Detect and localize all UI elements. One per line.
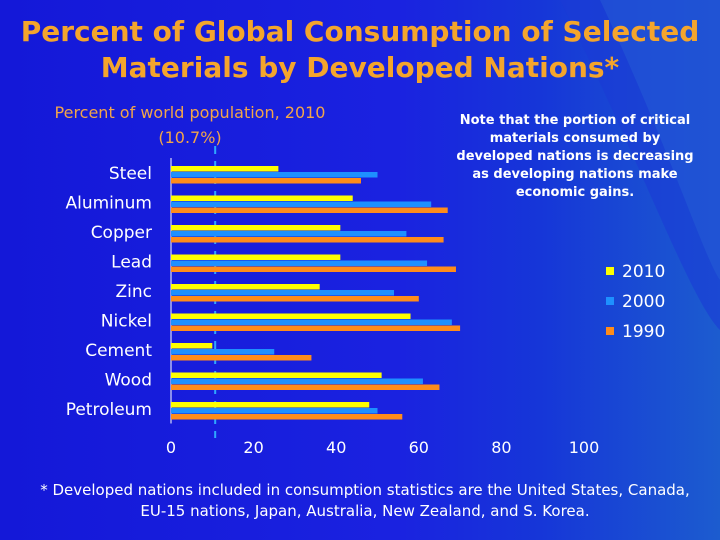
- bar-petroleum-2010: [171, 402, 370, 408]
- legend-label-2000: 2000: [622, 292, 665, 312]
- bar-wood-1990: [171, 384, 440, 390]
- bar-nickel-2010: [171, 313, 411, 319]
- legend-swatch-2000: [606, 297, 614, 305]
- x-tick-label-60: 60: [409, 438, 429, 457]
- bar-copper-2000: [171, 231, 407, 237]
- bar-zinc-1990: [171, 296, 419, 302]
- title-line-1: Percent of Global Consumption of Selecte…: [20, 15, 700, 48]
- bar-copper-1990: [171, 237, 444, 243]
- legend-swatch-1990: [606, 327, 614, 335]
- x-tick-label-40: 40: [326, 438, 346, 457]
- category-label-nickel: Nickel: [101, 312, 152, 332]
- bar-lead-2000: [171, 260, 428, 266]
- category-label-steel: Steel: [109, 164, 152, 184]
- category-label-lead: Lead: [111, 253, 152, 273]
- bar-steel-2000: [171, 172, 378, 178]
- bar-aluminum-2010: [171, 195, 353, 201]
- population-subtitle: Percent of world population, 2010 (10.7%…: [40, 100, 340, 150]
- legend-label-2010: 2010: [622, 262, 665, 282]
- slide-title: Percent of Global Consumption of Selecte…: [0, 14, 720, 86]
- bar-petroleum-1990: [171, 414, 403, 420]
- bar-steel-1990: [171, 178, 361, 184]
- subtitle-line-2: (10.7%): [158, 128, 222, 147]
- bar-aluminum-2000: [171, 201, 432, 207]
- bar-petroleum-2000: [171, 408, 378, 414]
- footnote: * Developed nations included in consumpt…: [40, 481, 690, 520]
- x-tick-label-0: 0: [166, 438, 176, 457]
- bar-cement-2000: [171, 349, 275, 355]
- category-label-zinc: Zinc: [116, 282, 153, 302]
- category-label-aluminum: Aluminum: [65, 194, 152, 214]
- bar-nickel-2000: [171, 319, 452, 325]
- note-text: Note that the portion of critical materi…: [456, 113, 694, 200]
- bar-zinc-2000: [171, 290, 395, 296]
- bar-wood-2000: [171, 378, 423, 384]
- bar-lead-2010: [171, 254, 341, 260]
- subtitle-line-1: Percent of world population, 2010: [54, 103, 326, 122]
- bar-lead-1990: [171, 266, 456, 272]
- legend-swatch-2010: [606, 267, 614, 275]
- x-tick-label-80: 80: [491, 438, 511, 457]
- category-label-petroleum: Petroleum: [66, 400, 152, 420]
- bar-steel-2010: [171, 166, 279, 172]
- bar-zinc-2010: [171, 284, 320, 290]
- title-line-2: Materials by Developed Nations*: [100, 51, 620, 84]
- bar-cement-2010: [171, 343, 213, 349]
- category-label-copper: Copper: [91, 223, 152, 243]
- legend-label-1990: 1990: [622, 322, 665, 342]
- bar-nickel-1990: [171, 325, 461, 331]
- bar-wood-2010: [171, 372, 382, 378]
- bar-copper-2010: [171, 225, 341, 231]
- x-tick-label-100: 100: [569, 438, 600, 457]
- x-tick-label-20: 20: [243, 438, 263, 457]
- bar-cement-1990: [171, 355, 312, 361]
- category-label-wood: Wood: [105, 371, 152, 391]
- category-label-cement: Cement: [85, 341, 152, 361]
- bar-aluminum-1990: [171, 207, 448, 213]
